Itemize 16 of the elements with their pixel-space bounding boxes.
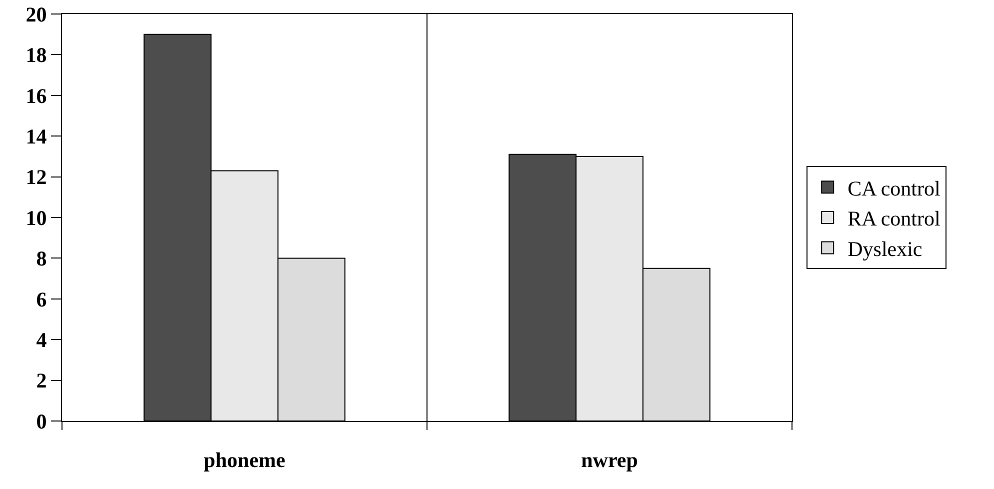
x-tick-label: phoneme [204,448,286,472]
y-tick-label: 10 [26,206,47,230]
y-tick-label: 2 [36,368,47,393]
y-tick-label: 12 [26,165,47,190]
x-tick-label: nwrep [581,448,638,472]
y-tick-label: 4 [36,328,48,352]
y-tick-label: 18 [26,43,47,68]
legend-label: Dyslexic [848,236,922,261]
legend-label: CA control [848,176,941,200]
y-tick-label: 6 [36,287,47,312]
legend-label: RA control [848,206,941,231]
y-tick-label: 8 [36,246,47,271]
y-tick-label: 0 [36,409,47,434]
y-tick-label: 16 [26,84,47,108]
y-tick-label: 20 [26,2,47,26]
y-tick-label: 14 [26,124,48,148]
